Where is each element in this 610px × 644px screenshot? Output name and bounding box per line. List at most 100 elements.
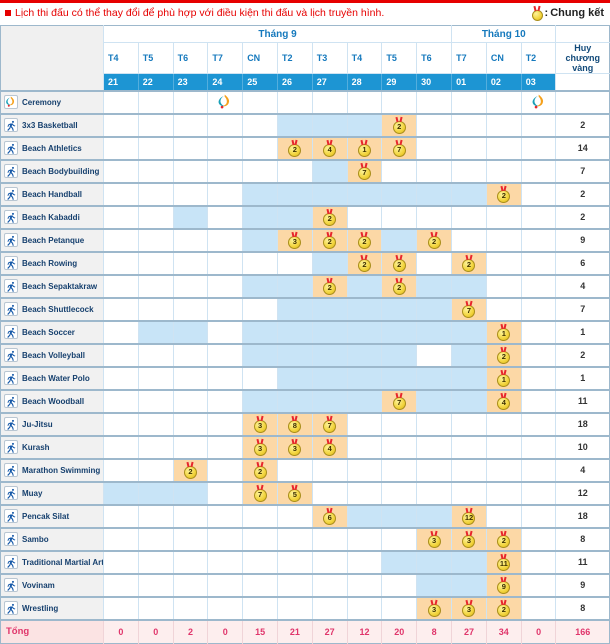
sport-name-label: Marathon Swimming: [22, 465, 101, 475]
schedule-cell-marathon-swimming-03: [520, 458, 556, 482]
schedule-cell-pencak-silat-03: [520, 504, 556, 528]
schedule-cell-marathon-swimming-24: [207, 458, 243, 482]
sport-name-cell: Marathon Swimming: [0, 458, 104, 482]
medal-count: 5: [288, 488, 302, 502]
schedule-cell-3x3-basketball-27: [311, 113, 348, 137]
schedule-cell-beach-bodybuilding-02: [485, 159, 522, 183]
gold-medal-icon: 3: [462, 600, 476, 617]
medal-count: 3: [462, 534, 476, 548]
schedule-cell-beach-kabaddi-30: [416, 205, 452, 229]
schedule-cell-muay-26: 5: [276, 481, 313, 505]
gold-medal-icon: 3: [462, 531, 476, 548]
schedule-cell-beach-shuttlecock-27: [311, 297, 348, 321]
gold-column-month-spacer: [555, 25, 610, 43]
schedule-cell-beach-kabaddi-03: [520, 205, 556, 229]
gold-total-cell: 4: [555, 458, 610, 482]
schedule-cell-beach-water-polo-25: [242, 366, 278, 390]
schedule-cell-beach-shuttlecock-03: [520, 297, 556, 321]
sport-name-label: Pencak Silat: [22, 511, 70, 521]
schedule-cell-ju-jitsu-03: [520, 412, 556, 436]
table-row-beach-sepaktakraw: Beach Sepaktakraw 2 2 4: [0, 274, 610, 298]
table-row-muay: Muay 7 5 12: [0, 481, 610, 505]
schedule-cell-pencak-silat-01: 12: [451, 504, 487, 528]
sport-name-cell: Beach Volleyball: [0, 343, 104, 367]
schedule-cell-beach-kabaddi-22: [137, 205, 174, 229]
sport-name-label: 3x3 Basketball: [22, 120, 78, 130]
schedule-cell-beach-athletics-29: 7: [381, 136, 417, 160]
schedule-cell-traditional-martial-art-24: [207, 550, 243, 574]
medal-ribbon-icon: [499, 577, 509, 582]
medal-ribbon-icon: [359, 232, 369, 237]
schedule-cell-traditional-martial-art-23: [172, 550, 208, 574]
sport-name-label: Beach Bodybuilding: [22, 166, 100, 176]
medal-count: 2: [392, 258, 406, 272]
schedule-cell-3x3-basketball-23: [172, 113, 208, 137]
schedule-cell-beach-petanque-30: 2: [416, 228, 452, 252]
medal-count: 2: [497, 534, 511, 548]
red-square-bullet-icon: [5, 10, 11, 16]
gold-total-cell: 2: [555, 113, 610, 137]
medal-ribbon-icon: [325, 416, 335, 421]
medal-ribbon-icon: [359, 255, 369, 260]
table-row-marathon-swimming: Marathon Swimming 2 2 4: [0, 458, 610, 482]
schedule-cell-beach-kabaddi-23: [172, 205, 208, 229]
schedule-cell-sambo-22: [137, 527, 174, 551]
schedule-cell-vovinam-22: [137, 573, 174, 597]
schedule-cell-sambo-01: 3: [451, 527, 487, 551]
schedule-cell-3x3-basketball-25: [242, 113, 278, 137]
schedule-cell-beach-shuttlecock-21: [103, 297, 139, 321]
schedule-cell-ju-jitsu-24: [207, 412, 243, 436]
schedule-cell-muay-22: [137, 481, 174, 505]
medal-count: 3: [253, 419, 267, 433]
medal-ribbon-icon: [499, 393, 509, 398]
sport-icon-kurash: [4, 440, 18, 454]
sport-name-cell: Ju-Jitsu: [0, 412, 104, 436]
schedule-cell-beach-soccer-25: [242, 320, 278, 344]
schedule-cell-3x3-basketball-01: [451, 113, 487, 137]
schedule-cell-beach-bodybuilding-25: [242, 159, 278, 183]
medal-ribbon-icon: [359, 163, 369, 168]
weekday-label: T6: [172, 42, 208, 74]
date-label: 03: [520, 73, 556, 91]
medal-ribbon-icon: [255, 462, 265, 467]
gold-total-cell: 1: [555, 320, 610, 344]
date-label: 29: [381, 73, 417, 91]
schedule-cell-ju-jitsu-28: [346, 412, 382, 436]
schedule-cell-beach-bodybuilding-22: [137, 159, 174, 183]
sport-name-label: Vovinam: [22, 580, 55, 590]
table-row-kurash: Kurash 3 3 4 10: [0, 435, 610, 459]
gold-medal-icon: 3: [288, 439, 302, 456]
schedule-cell-beach-kabaddi-02: [485, 205, 522, 229]
sport-icon-muay: [4, 486, 18, 500]
schedule-cell-pencak-silat-23: [172, 504, 208, 528]
medal-ribbon-icon: [394, 117, 404, 122]
sport-icon-vovinam: [4, 578, 18, 592]
date-label: 26: [276, 73, 313, 91]
schedule-cell-traditional-martial-art-26: [276, 550, 313, 574]
schedule-cell-wrestling-23: [172, 596, 208, 620]
gold-total-cell: 7: [555, 159, 610, 183]
sport-icon-beach-woodball: [4, 394, 18, 408]
legend-separator: :: [544, 7, 549, 19]
schedule-cell-beach-water-polo-03: [520, 366, 556, 390]
gold-medal-icon: 2: [497, 186, 511, 203]
gold-total-cell: [555, 90, 610, 114]
schedule-cell-beach-sepaktakraw-23: [172, 274, 208, 298]
sport-name-label: Muay: [22, 488, 43, 498]
top-red-bar: [0, 0, 610, 3]
schedule-cell-beach-handball-22: [137, 182, 174, 206]
weekday-label: T4: [346, 42, 382, 74]
schedule-cell-beach-water-polo-02: 1: [485, 366, 522, 390]
schedule-cell-beach-water-polo-22: [137, 366, 174, 390]
schedule-cell-beach-woodball-26: [276, 389, 313, 413]
schedule-cell-beach-woodball-21: [103, 389, 139, 413]
grand-total-value: 166: [555, 619, 610, 644]
schedule-cell-traditional-martial-art-28: [346, 550, 382, 574]
note-text: Lịch thi đấu có thể thay đổi để phù hợp …: [15, 7, 385, 19]
total-value-01: 27: [451, 619, 487, 644]
sport-name-label: Beach Petanque: [22, 235, 85, 245]
sport-pictogram-icon: [6, 212, 15, 223]
total-value-23: 2: [172, 619, 208, 644]
schedule-cell-traditional-martial-art-27: [311, 550, 348, 574]
sport-icon-beach-petanque: [4, 233, 18, 247]
